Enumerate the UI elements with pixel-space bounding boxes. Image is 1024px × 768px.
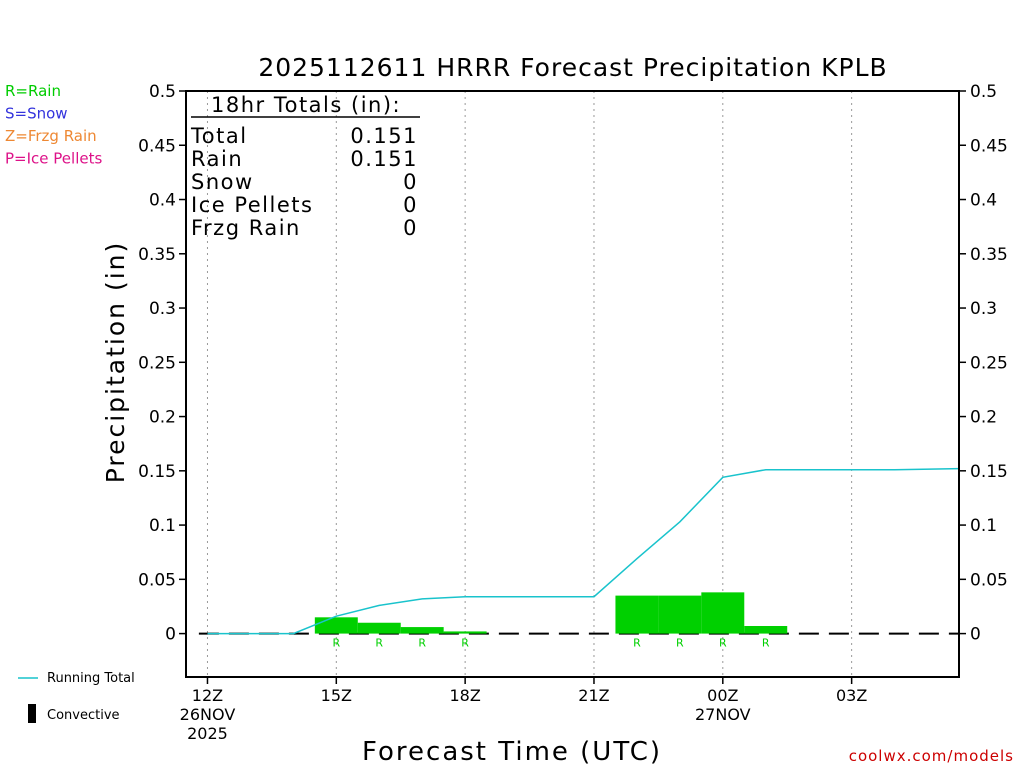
y-tick-label-right-3: 0.35 xyxy=(970,245,1008,265)
y-tick-label-left-0: 0.5 xyxy=(149,82,176,102)
y-tick-label-left-7: 0.15 xyxy=(138,462,176,482)
x-tick-label-1: 15Z xyxy=(321,686,352,705)
precip-bar-1 xyxy=(357,622,401,634)
y-tick-label-left-2: 0.4 xyxy=(149,191,176,211)
grid-lines xyxy=(198,91,959,677)
totals-row-value-3: 0 xyxy=(403,193,418,217)
totals-row-value-1: 0.151 xyxy=(350,147,418,171)
x-tick-label-3: 21Z xyxy=(578,686,609,705)
y-tick-label-left-1: 0.45 xyxy=(138,136,176,156)
precip-type-label-3: R xyxy=(461,637,469,650)
precip-bar-7 xyxy=(744,625,788,634)
totals-row-value-2: 0 xyxy=(403,170,418,194)
convective-legend-label: Convective xyxy=(47,708,120,723)
totals-row-label-2: Snow xyxy=(191,170,254,194)
y-tick-label-left-5: 0.25 xyxy=(138,353,176,373)
precip-type-label-1: R xyxy=(375,637,383,650)
precip-bar-5 xyxy=(658,595,702,634)
chart-title: 2025112611 HRRR Forecast Precipitation K… xyxy=(258,53,887,82)
totals-header: 18hr Totals (in): xyxy=(211,93,401,117)
y-tick-label-right-4: 0.3 xyxy=(970,299,997,319)
precip-bar-2 xyxy=(400,627,444,634)
precip-bar-0 xyxy=(314,617,358,634)
x-axis-label: Forecast Time (UTC) xyxy=(362,737,662,767)
y-tick-label-left-9: 0.05 xyxy=(138,570,176,590)
type-legend-item-0: R=Rain xyxy=(5,82,61,100)
y-tick-label-right-9: 0.05 xyxy=(970,570,1008,590)
type-legend-item-1: S=Snow xyxy=(5,105,68,123)
type-legend-item-2: Z=Frzg Rain xyxy=(5,127,97,145)
type-legend-item-3: P=Ice Pellets xyxy=(5,150,102,168)
x-tick-year-0: 2025 xyxy=(187,724,228,743)
credit-text: coolwx.com/models xyxy=(849,747,1014,765)
y-tick-label-left-3: 0.35 xyxy=(138,245,176,265)
totals-row-label-3: Ice Pellets xyxy=(191,193,313,217)
running-total-series xyxy=(207,467,960,635)
x-tick-sublabel-0: 26NOV xyxy=(180,705,236,724)
totals-row-label-4: Frzg Rain xyxy=(191,216,301,240)
running-total-legend-label: Running Total xyxy=(47,671,135,686)
y-tick-label-right-8: 0.1 xyxy=(970,516,997,536)
y-tick-label-right-1: 0.45 xyxy=(970,136,1008,156)
totals-row-value-4: 0 xyxy=(403,216,418,240)
precip-type-label-2: R xyxy=(418,637,426,650)
y-tick-label-left-6: 0.2 xyxy=(149,408,176,428)
y-tick-label-right-2: 0.4 xyxy=(970,191,997,211)
precip-bar-6 xyxy=(701,592,745,634)
totals-row-label-0: Total xyxy=(190,124,248,148)
x-tick-label-0: 12Z xyxy=(192,686,223,705)
precip-type-label-0: R xyxy=(332,637,340,650)
precip-type-label-6: R xyxy=(719,637,727,650)
precip-bars xyxy=(314,592,788,634)
x-tick-label-2: 18Z xyxy=(449,686,480,705)
precip-type-label-4: R xyxy=(633,637,641,650)
precip-bar-4 xyxy=(615,595,659,634)
precip-type-label-5: R xyxy=(676,637,684,650)
precip-bar-3 xyxy=(443,631,487,634)
y-tick-label-left-10: 0 xyxy=(165,625,176,645)
y-tick-label-right-0: 0.5 xyxy=(970,82,997,102)
y-tick-label-right-5: 0.25 xyxy=(970,353,1008,373)
y-tick-label-right-7: 0.15 xyxy=(970,462,1008,482)
precip-type-label-7: R xyxy=(762,637,770,650)
y-tick-label-right-10: 0 xyxy=(970,625,981,645)
totals-box: 18hr Totals (in): Total 0.151 Rain 0.151 Sno… xyxy=(190,93,420,240)
y-axis-right: 0.5 0.45 0.4 0.35 0.3 0.25 0.2 0.15 0.1 0.05 0 xyxy=(959,82,1008,645)
y-tick-label-left-8: 0.1 xyxy=(149,516,176,536)
totals-row-label-1: Rain xyxy=(191,147,243,171)
plot-frame xyxy=(185,90,960,678)
running-total-line xyxy=(207,467,960,635)
x-tick-sublabel-4: 27NOV xyxy=(695,705,751,724)
y-tick-label-right-6: 0.2 xyxy=(970,408,997,428)
precip-type-legend: R=Rain S=Snow Z=Frzg Rain P=Ice Pellets xyxy=(5,82,102,168)
y-axis-label: Precipitation (in) xyxy=(101,241,130,484)
bottom-legend: Running Total Convective xyxy=(18,671,135,723)
totals-row-value-0: 0.151 xyxy=(350,124,418,148)
convective-legend-swatch xyxy=(28,704,36,723)
y-axis-left: 0.5 0.45 0.4 0.35 0.3 0.25 0.2 0.15 0.1 0.05 0 xyxy=(138,82,186,645)
x-tick-label-4: 00Z xyxy=(707,686,738,705)
x-tick-label-5: 03Z xyxy=(836,686,867,705)
y-tick-label-left-4: 0.3 xyxy=(149,299,176,319)
